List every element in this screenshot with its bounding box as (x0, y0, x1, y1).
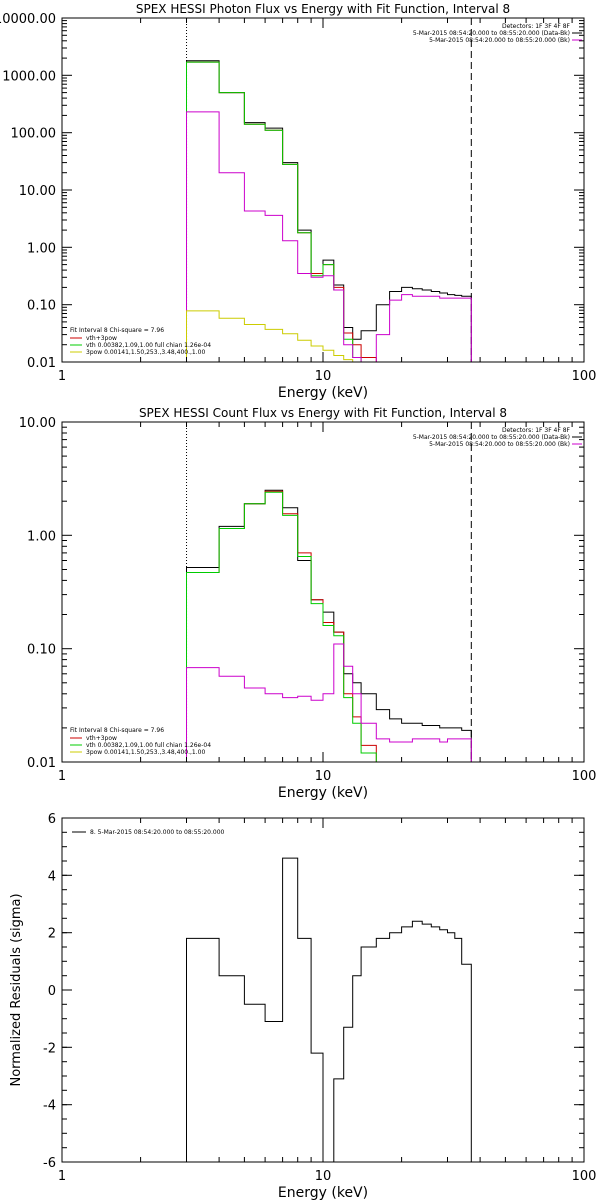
y-tick-label: 10.00 (19, 416, 56, 431)
series-vth (186, 61, 472, 362)
series-data-bk (186, 489, 472, 762)
plot-title: SPEX HESSI Photon Flux vs Energy with Fi… (136, 2, 510, 16)
x-axis: 1 10 100 (58, 818, 597, 1184)
y-tick-label: 0.01 (27, 756, 56, 771)
header-line: 5-Mar-2015 08:54:20.000 to 08:55:20.000 … (413, 434, 570, 441)
series-residuals (186, 857, 472, 1162)
y-tick-label: 1000.00 (2, 69, 56, 84)
x-tick-label: 10 (315, 769, 332, 784)
y-tick-label: 0.10 (27, 643, 56, 658)
y-axis: 0.01 0.10 1.00 10.00 (19, 416, 584, 771)
series-vth+3pow (186, 61, 472, 362)
y-tick-label: 0.01 (27, 356, 56, 371)
y-tick-label: -6 (43, 1156, 56, 1171)
x-tick-label: 100 (572, 1169, 597, 1184)
fit-legend-title: Fit Interval 8 Chi-square = 7.96 (70, 327, 164, 334)
residuals-plot: 1 10 100 Energy (keV) -6 -4 -2 0 2 4 6 Normalized R… (9, 812, 596, 1200)
y-tick-label: 2 (48, 927, 56, 942)
x-axis-label: Energy (keV) (278, 785, 368, 801)
series-group (186, 489, 472, 762)
y-tick-label: -4 (43, 1099, 56, 1114)
series-data-bk (186, 60, 472, 362)
x-axis: 1 10 100 (58, 18, 597, 384)
x-tick-label: 1 (58, 1169, 66, 1184)
y-tick-label: -2 (43, 1041, 56, 1056)
series-vth (186, 491, 472, 762)
x-tick-label: 10 (315, 369, 332, 384)
series-vth+3pow (186, 490, 472, 762)
fit-legend-entry: vth+3pow (86, 335, 117, 342)
x-axis: 1 10 100 (58, 422, 597, 784)
header-line: 5-Mar-2015 08:54:20.000 to 08:55:20.000 … (429, 441, 570, 448)
x-tick-label: 1 (58, 369, 66, 384)
fit-legend-entry: vth+3pow (86, 735, 117, 742)
y-axis-label: Normalized Residuals (sigma) (9, 893, 24, 1086)
y-axis: -6 -4 -2 0 2 4 6 (43, 812, 584, 1171)
y-tick-label: 0.10 (27, 299, 56, 314)
fit-legend-entry: vth 0.00382,1.09,1.00 full chian 1.26e-0… (86, 342, 211, 349)
x-axis-label: Energy (keV) (278, 385, 368, 401)
series-group (186, 857, 472, 1162)
header-line: 5-Mar-2015 08:54:20.000 to 08:55:20.000 … (413, 30, 570, 37)
x-tick-label: 10 (315, 1169, 332, 1184)
fit-legend: Fit Interval 8 Chi-square = 7.96vth+3pow… (70, 327, 211, 356)
y-tick-label: 10000.00 (0, 12, 56, 27)
y-tick-label: 1.00 (27, 529, 56, 544)
header-line: Detectors: 1F 3F 4F 8F (502, 23, 571, 30)
y-tick-label: 6 (48, 812, 56, 827)
header-line: 5-Mar-2015 08:54:20.000 to 08:55:20.000 … (429, 37, 570, 44)
x-tick-label: 1 (58, 769, 66, 784)
y-axis: 0.01 0.10 1.00 10.00 100.00 1000.00 10000.00 (0, 12, 584, 371)
y-tick-label: 4 (48, 869, 56, 884)
y-tick-label: 1.00 (27, 241, 56, 256)
fit-legend-title: Fit Interval 8 Chi-square = 7.96 (70, 727, 164, 734)
fit-legend-entry: 3pow 0.00141,1.50,253.,3.48,400.,1.00 (86, 349, 205, 356)
x-axis-label: Energy (keV) (278, 1185, 368, 1200)
photon-flux-plot: SPEX HESSI Photon Flux vs Energy with Fi… (0, 2, 596, 401)
count-flux-plot: SPEX HESSI Count Flux vs Energy with Fit… (19, 406, 597, 801)
series-bk (186, 111, 472, 362)
plot-title: SPEX HESSI Count Flux vs Energy with Fit… (139, 406, 507, 420)
x-tick-label: 100 (572, 369, 597, 384)
x-tick-label: 100 (572, 769, 597, 784)
y-tick-label: 10.00 (19, 184, 56, 199)
y-tick-label: 100.00 (11, 127, 57, 142)
header-line: Detectors: 1F 3F 4F 8F (502, 427, 571, 434)
fit-legend: Fit Interval 8 Chi-square = 7.96vth+3pow… (70, 727, 211, 756)
legend-entry: 8. 5-Mar-2015 08:54:20.000 to 08:55:20.0… (90, 829, 225, 836)
series-bk (186, 643, 472, 762)
series-group (186, 60, 472, 362)
y-tick-label: 0 (48, 984, 56, 999)
plot-frame (61, 17, 585, 363)
fit-legend-entry: vth 0.00382,1.09,1.00 full chian 1.26e-0… (86, 742, 211, 749)
plot-frame (61, 421, 585, 763)
series-3pow (186, 310, 472, 362)
fit-legend-entry: 3pow 0.00141,1.50,253.,3.48,400.,1.00 (86, 749, 205, 756)
